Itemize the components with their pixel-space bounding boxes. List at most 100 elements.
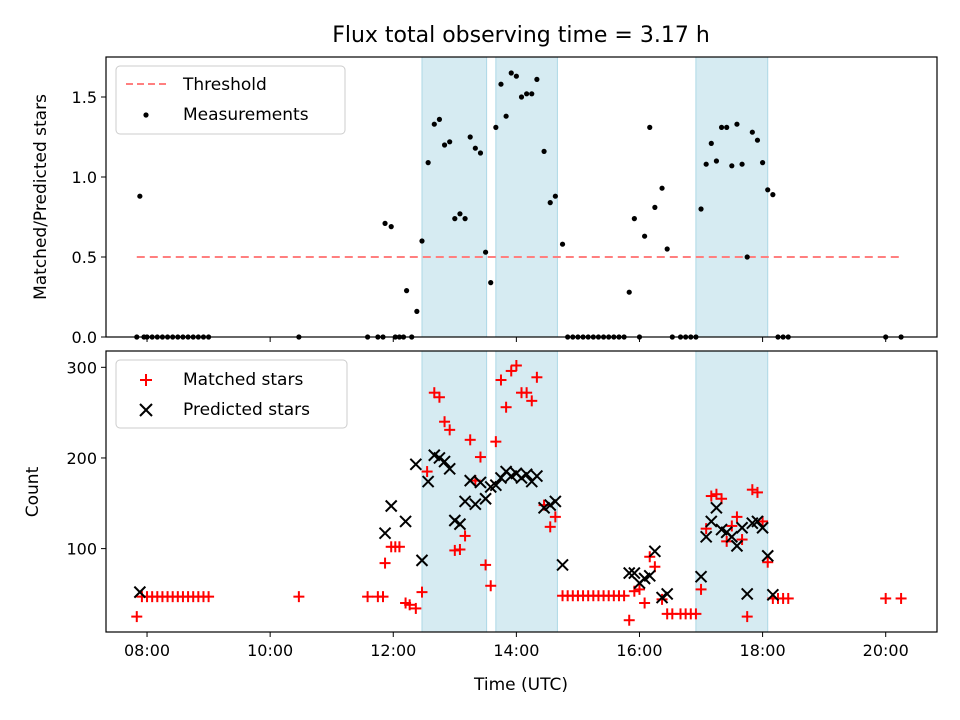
measurement-point (765, 187, 771, 193)
top-legend-box (115, 65, 346, 135)
matched-star-point (700, 523, 712, 535)
matched-star-point (416, 586, 428, 598)
measurement-point (744, 254, 750, 260)
predicted-star-point (399, 515, 412, 528)
matched-star-point (131, 611, 143, 623)
measurement-point (749, 129, 755, 135)
matched-star-point (880, 592, 892, 604)
measurement-point (488, 280, 494, 286)
predicted-star-point (378, 526, 392, 540)
measurement-point (729, 163, 735, 169)
matched-star-point (741, 611, 753, 623)
predicted-star-point (463, 474, 477, 487)
matched-star-point (526, 395, 538, 407)
measurement-point (754, 137, 761, 143)
measurement-point (552, 193, 558, 199)
matched-star-point (705, 490, 717, 502)
measurement-point (664, 246, 670, 252)
measurement-point (642, 233, 648, 239)
predicted-star-point (766, 588, 780, 602)
predicted-star-point (385, 499, 398, 513)
measurement-point (137, 193, 143, 199)
measurement-point (534, 76, 540, 82)
matched-star-point (439, 416, 451, 428)
predicted-star-point (544, 498, 557, 512)
measurement-point (436, 116, 443, 122)
predicted-star-point (623, 566, 636, 580)
bottom-legend-box (115, 359, 348, 429)
matched-star-point (757, 515, 769, 527)
measurement-point (739, 161, 745, 167)
predicted-star-point (453, 517, 467, 531)
predicted-star-point (725, 530, 739, 544)
predicted-star-point (421, 475, 435, 488)
predicted-star-point (438, 455, 451, 468)
matched-legend-marker (140, 374, 152, 386)
xtick-label: 10:00 (247, 641, 293, 660)
measurement-point (447, 139, 453, 145)
predicted-star-point (448, 514, 462, 527)
predicted-star-point (537, 501, 551, 515)
matched-star-point (544, 521, 556, 533)
bot-ytick-label: 300 (66, 358, 97, 377)
predicted-legend-label: Predicted stars (183, 400, 310, 420)
matched-star-point (695, 583, 707, 595)
measurement-point (524, 91, 530, 97)
matched-star-point (731, 511, 743, 523)
measurement-point (472, 145, 478, 151)
bottom-axes-frame (105, 350, 938, 633)
predicted-star-point (556, 558, 569, 572)
measurement-point (631, 216, 637, 222)
matched-star-point (510, 360, 522, 372)
measurement-point (708, 140, 714, 146)
matched-star-point (444, 424, 456, 436)
matched-star-point (633, 583, 645, 595)
top-ytick-label: 1.0 (72, 168, 97, 187)
measurement-point (457, 211, 463, 217)
matched-star-point (379, 557, 391, 569)
matched-star-point (623, 614, 635, 626)
measurement-point (452, 216, 458, 222)
chart-title: Flux total observing time = 3.17 h (332, 23, 710, 48)
measurement-point (462, 216, 468, 222)
matched-star-point (726, 520, 738, 532)
measurement-point (425, 160, 431, 166)
predicted-legend-marker (139, 403, 153, 417)
matched-star-point (203, 591, 215, 603)
top-ylabel: Matched/Predicted stars (31, 94, 51, 300)
matched-star-point (751, 486, 763, 498)
matched-legend-label: Matched stars (183, 370, 303, 390)
measurement-point (529, 91, 535, 97)
predicted-star-point (756, 521, 769, 534)
measurement-point (414, 308, 420, 314)
predicted-star-point (660, 587, 674, 601)
measurement-point (713, 158, 720, 164)
bottom-legend: Matched stars Predicted stars (115, 359, 348, 429)
matched-star-point (521, 387, 533, 399)
xtick-label: 20:00 (863, 641, 909, 660)
xtick-label: 14:00 (493, 641, 539, 660)
xtick-label: 18:00 (740, 641, 786, 660)
matched-star-point (690, 608, 702, 620)
matched-star-point (639, 597, 651, 609)
measurements-legend-dot (143, 112, 149, 118)
predicted-star-point (443, 462, 456, 476)
bot-observing-band (421, 350, 488, 633)
matched-star-point (736, 534, 748, 546)
measurement-point (559, 241, 566, 247)
predicted-star-point (740, 587, 754, 601)
measurement-point (518, 94, 525, 100)
measurement-point (647, 124, 653, 130)
measurement-point (541, 148, 547, 154)
measurement-point (482, 249, 489, 255)
matched-star-point (393, 541, 405, 553)
predicted-star-point (643, 569, 656, 583)
measurement-point (431, 121, 437, 127)
matched-star-point (895, 592, 907, 604)
measurement-point (403, 288, 410, 294)
top-observing-band (421, 56, 488, 338)
predicted-star-point (409, 458, 423, 471)
matched-star-point (485, 580, 497, 592)
bot-ytick-label: 200 (66, 449, 97, 468)
